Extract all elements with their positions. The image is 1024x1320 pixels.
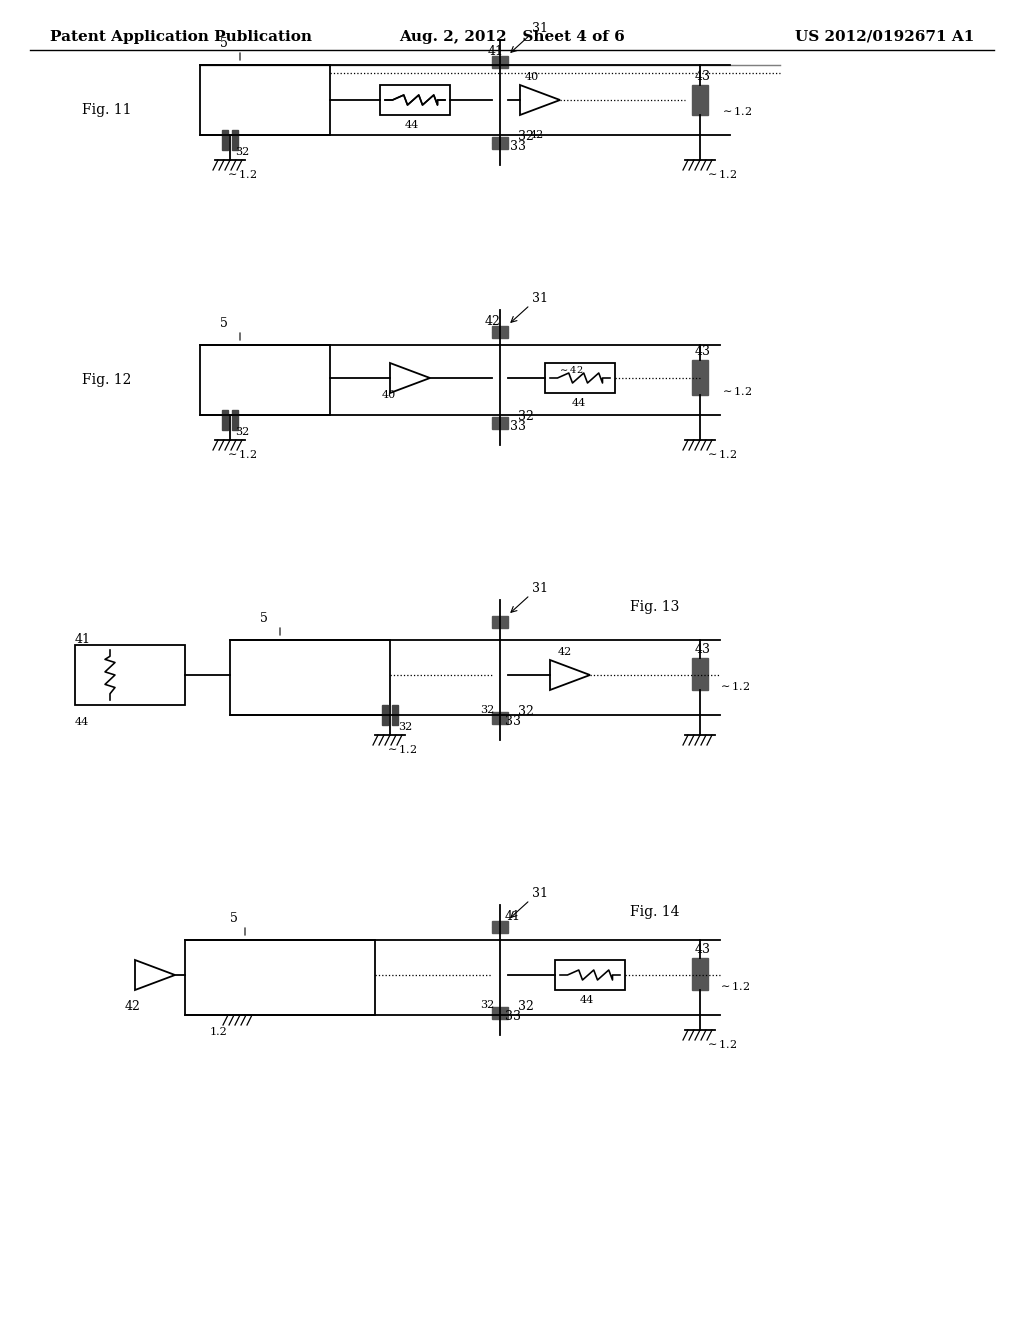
- Text: 31: 31: [532, 887, 548, 900]
- Text: 32: 32: [518, 129, 534, 143]
- Text: $\sim$42: $\sim$42: [558, 364, 584, 375]
- Text: $\sim$1.2: $\sim$1.2: [225, 168, 257, 180]
- Polygon shape: [492, 137, 508, 143]
- Text: 41: 41: [488, 45, 504, 58]
- Text: 32: 32: [480, 705, 495, 715]
- Text: 42: 42: [485, 315, 501, 327]
- Text: 33: 33: [505, 715, 521, 729]
- Polygon shape: [692, 360, 700, 395]
- Bar: [75, 645, 185, 705]
- Text: Fig. 12: Fig. 12: [82, 374, 131, 387]
- Polygon shape: [692, 958, 700, 990]
- Polygon shape: [492, 417, 508, 422]
- Text: 42: 42: [125, 1001, 141, 1012]
- Text: 33: 33: [510, 140, 526, 153]
- Text: Fig. 14: Fig. 14: [630, 906, 680, 919]
- Polygon shape: [492, 55, 508, 62]
- Text: $\sim$1.2: $\sim$1.2: [720, 385, 752, 397]
- Text: 40: 40: [382, 389, 396, 400]
- Text: 44: 44: [580, 995, 594, 1005]
- Text: 42: 42: [558, 647, 572, 657]
- Polygon shape: [700, 84, 708, 115]
- Polygon shape: [692, 84, 700, 115]
- Text: 40: 40: [525, 73, 540, 82]
- Text: 32: 32: [518, 1001, 534, 1012]
- Text: 32: 32: [234, 147, 249, 157]
- Text: 44: 44: [572, 399, 587, 408]
- Polygon shape: [492, 1007, 508, 1012]
- Bar: [555, 960, 625, 990]
- Polygon shape: [222, 411, 228, 430]
- Text: $\sim$1.2: $\sim$1.2: [225, 447, 257, 459]
- FancyBboxPatch shape: [230, 640, 390, 715]
- Text: 44: 44: [75, 717, 89, 727]
- Text: $\sim$1.2: $\sim$1.2: [705, 447, 737, 459]
- Text: $\sim$1.2: $\sim$1.2: [705, 1038, 737, 1049]
- Text: 43: 43: [695, 70, 711, 83]
- Polygon shape: [492, 616, 508, 622]
- Polygon shape: [492, 422, 508, 429]
- Bar: [380, 84, 450, 115]
- Polygon shape: [492, 62, 508, 69]
- Text: $\sim$1.2: $\sim$1.2: [720, 106, 752, 117]
- Text: 5: 5: [260, 612, 268, 624]
- Text: Fig. 13: Fig. 13: [630, 601, 679, 614]
- Text: 33: 33: [510, 420, 526, 433]
- Text: 32: 32: [234, 426, 249, 437]
- Polygon shape: [492, 921, 508, 927]
- FancyBboxPatch shape: [185, 940, 375, 1015]
- Text: US 2012/0192671 A1: US 2012/0192671 A1: [795, 30, 974, 44]
- Text: 32: 32: [398, 722, 413, 733]
- Polygon shape: [222, 129, 228, 150]
- FancyBboxPatch shape: [200, 65, 330, 135]
- Text: $\sim$1.2: $\sim$1.2: [385, 743, 417, 755]
- Polygon shape: [232, 129, 238, 150]
- Text: Aug. 2, 2012   Sheet 4 of 6: Aug. 2, 2012 Sheet 4 of 6: [399, 30, 625, 44]
- Text: 5: 5: [220, 317, 228, 330]
- Polygon shape: [392, 705, 398, 725]
- Bar: [545, 363, 615, 393]
- Text: $\sim$1.2: $\sim$1.2: [705, 168, 737, 180]
- Polygon shape: [382, 705, 388, 725]
- Text: 43: 43: [695, 345, 711, 358]
- Polygon shape: [700, 360, 708, 395]
- Text: 43: 43: [695, 942, 711, 956]
- Text: 31: 31: [532, 292, 548, 305]
- Text: 31: 31: [532, 22, 548, 36]
- Polygon shape: [492, 927, 508, 933]
- Polygon shape: [492, 711, 508, 718]
- Text: 32: 32: [518, 705, 534, 718]
- Polygon shape: [700, 958, 708, 990]
- Polygon shape: [492, 326, 508, 333]
- Text: 41: 41: [505, 909, 521, 923]
- Polygon shape: [492, 333, 508, 338]
- Text: 32: 32: [518, 411, 534, 422]
- Text: 5: 5: [220, 37, 228, 50]
- Text: Patent Application Publication: Patent Application Publication: [50, 30, 312, 44]
- Polygon shape: [700, 657, 708, 690]
- Text: 5: 5: [230, 912, 238, 925]
- Text: 41: 41: [75, 634, 91, 645]
- Text: 42: 42: [530, 129, 544, 140]
- FancyBboxPatch shape: [200, 345, 330, 414]
- Text: 44: 44: [406, 120, 419, 129]
- Text: 33: 33: [505, 1010, 521, 1023]
- Text: $\sim$1.2: $\sim$1.2: [718, 979, 750, 993]
- Text: 32: 32: [480, 1001, 495, 1010]
- Polygon shape: [232, 411, 238, 430]
- Polygon shape: [492, 718, 508, 723]
- Polygon shape: [692, 657, 700, 690]
- Text: 43: 43: [695, 643, 711, 656]
- Text: 1.2: 1.2: [210, 1027, 227, 1038]
- Polygon shape: [492, 622, 508, 628]
- Text: 31: 31: [532, 582, 548, 595]
- Polygon shape: [492, 1012, 508, 1019]
- Polygon shape: [492, 143, 508, 149]
- Text: Fig. 11: Fig. 11: [82, 103, 131, 117]
- Text: $\sim$1.2: $\sim$1.2: [718, 680, 750, 692]
